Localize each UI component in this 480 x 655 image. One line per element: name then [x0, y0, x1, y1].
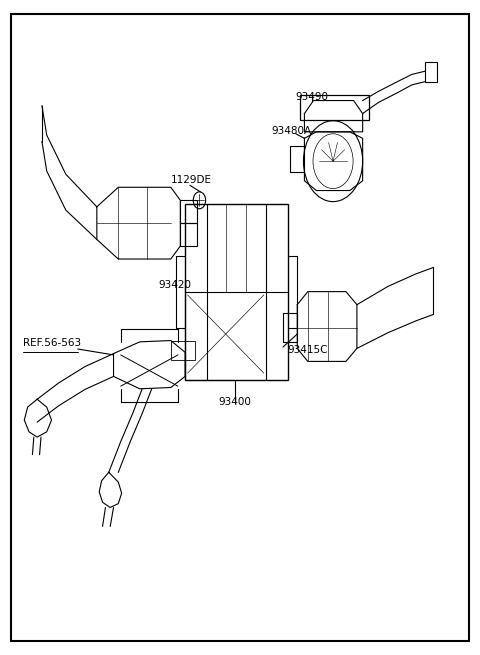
- Bar: [171, 341, 195, 360]
- Bar: [283, 313, 297, 342]
- Bar: [185, 204, 288, 380]
- Bar: [300, 96, 369, 120]
- Text: 93490: 93490: [295, 92, 328, 102]
- Text: 93415C: 93415C: [288, 345, 328, 355]
- Text: REF.56-563: REF.56-563: [23, 339, 81, 348]
- Text: 93420: 93420: [159, 280, 192, 290]
- Text: 93480A: 93480A: [271, 126, 311, 136]
- Bar: [290, 146, 304, 172]
- Bar: [425, 62, 437, 82]
- Text: 93400: 93400: [218, 397, 252, 407]
- Bar: [180, 200, 197, 223]
- Bar: [180, 223, 197, 246]
- Text: 1129DE: 1129DE: [171, 176, 212, 185]
